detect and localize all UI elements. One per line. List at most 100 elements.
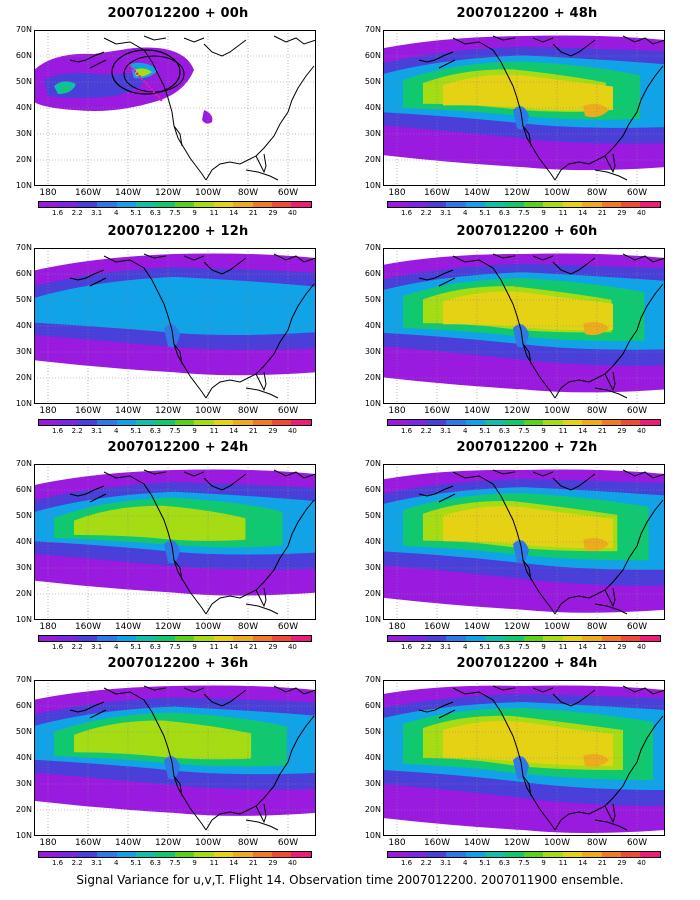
colorbar-tick-label: 4 [114, 859, 119, 867]
coastline [143, 469, 205, 477]
lon-tick-label: 140W [114, 188, 142, 198]
variance-contour-fill [202, 110, 213, 124]
colorbar-swatch [446, 420, 466, 425]
colorbar-swatch [291, 636, 311, 641]
colorbar-swatch [543, 852, 563, 857]
lat-tick-label: 30N [364, 129, 381, 138]
variance-contour-fill [74, 720, 252, 760]
coastline [604, 803, 616, 824]
colorbar-swatch [136, 852, 156, 857]
colorbar-tick-label: 2.2 [71, 209, 83, 217]
colorbar-tick-label: 11 [209, 427, 219, 435]
colorbar-tick-label: 5.1 [130, 859, 142, 867]
lat-tick-label: 40N [364, 103, 381, 112]
colorbar-swatch [407, 636, 427, 641]
coastline [273, 35, 316, 45]
coastline [245, 819, 279, 831]
colorbar-swatch [523, 636, 544, 641]
colorbar-tick-label: 4 [114, 643, 119, 651]
colorbar-swatch [116, 202, 137, 207]
colorbar-swatch [640, 420, 660, 425]
lon-tick-label: 140W [463, 406, 491, 416]
dropsonde-point [150, 88, 153, 91]
variance-contour-fill [443, 291, 613, 331]
colorbar-swatch [621, 420, 641, 425]
coastline [69, 701, 107, 719]
coastline [255, 153, 267, 174]
lon-tick-label: 160W [423, 622, 451, 632]
colorbar-tick-label: 4 [463, 209, 468, 217]
colorbar-swatch [97, 636, 117, 641]
coastline [552, 689, 596, 707]
coastline [173, 559, 183, 581]
variance-contour-fill [443, 74, 613, 111]
coastline [245, 603, 279, 615]
colorbar-swatch [272, 202, 292, 207]
map-frame [34, 248, 316, 404]
coastline [522, 343, 532, 365]
coastline [622, 35, 665, 45]
colorbar-swatch [291, 852, 311, 857]
colorbar-swatch [543, 420, 563, 425]
colorbar-swatch [601, 636, 622, 641]
colorbar-tick-label: 7.5 [169, 209, 181, 217]
coastline [103, 255, 207, 399]
colorbar-tick-label: 9 [192, 209, 197, 217]
lat-tick-label: 10N [15, 615, 32, 624]
coastline [594, 819, 628, 831]
colorbar-tick-label: 40 [287, 643, 297, 651]
colorbar-swatch [116, 420, 137, 425]
colorbar-swatch [291, 420, 311, 425]
coastline [622, 685, 665, 695]
lat-tick-label: 10N [15, 399, 32, 408]
colorbar-swatch [601, 420, 622, 425]
lon-tick-label: 160W [423, 838, 451, 848]
lat-tick-label: 50N [364, 511, 381, 520]
lon-tick-label: 80W [237, 188, 259, 198]
lat-tick-label: 40N [15, 321, 32, 330]
colorbar-swatch [58, 420, 78, 425]
colorbar-tick-label: 6.3 [149, 209, 161, 217]
colorbar-tick-label: 5.1 [130, 643, 142, 651]
colorbar-swatch [77, 852, 98, 857]
lat-tick-label: 20N [15, 805, 32, 814]
colorbar-swatch [601, 852, 622, 857]
colorbar-swatch [388, 202, 408, 207]
coastline [418, 269, 456, 287]
colorbar-swatch [523, 202, 544, 207]
lat-tick-label: 30N [364, 347, 381, 356]
colorbar-tick-label: 9 [541, 643, 546, 651]
dropsonde-point [135, 72, 139, 76]
colorbar-swatch [485, 202, 505, 207]
colorbar-swatch [136, 420, 156, 425]
lon-tick-label: 140W [463, 622, 491, 632]
colorbar-tick-label: 4 [463, 643, 468, 651]
colorbar-swatch [485, 420, 505, 425]
lon-tick-label: 180 [39, 622, 57, 632]
lat-tick-label: 10N [364, 615, 381, 624]
coastline [418, 51, 456, 69]
variance-contour-fill [583, 537, 609, 552]
coastline [552, 473, 596, 491]
colorbar-swatch [272, 852, 292, 857]
colorbar-tick-label: 14 [229, 643, 239, 651]
colorbar-swatch [97, 852, 117, 857]
colorbar-swatch [194, 636, 214, 641]
lon-tick-label: 80W [586, 406, 608, 416]
coastline [554, 65, 664, 181]
colorbar-swatch [213, 636, 234, 641]
colorbar-swatch [523, 420, 544, 425]
coastline [203, 39, 247, 57]
colorbar-swatch [640, 636, 660, 641]
colorbar-swatch [504, 852, 524, 857]
lon-tick-label: 140W [114, 838, 142, 848]
coastline [255, 803, 267, 824]
lon-tick-label: 140W [114, 622, 142, 632]
colorbar [38, 851, 312, 858]
colorbar-swatch [562, 420, 583, 425]
lat-tick-label: 40N [364, 321, 381, 330]
variance-map [383, 248, 665, 404]
colorbar-swatch [407, 202, 427, 207]
variance-contour-fill [134, 68, 152, 77]
dropsonde-point [145, 82, 149, 86]
